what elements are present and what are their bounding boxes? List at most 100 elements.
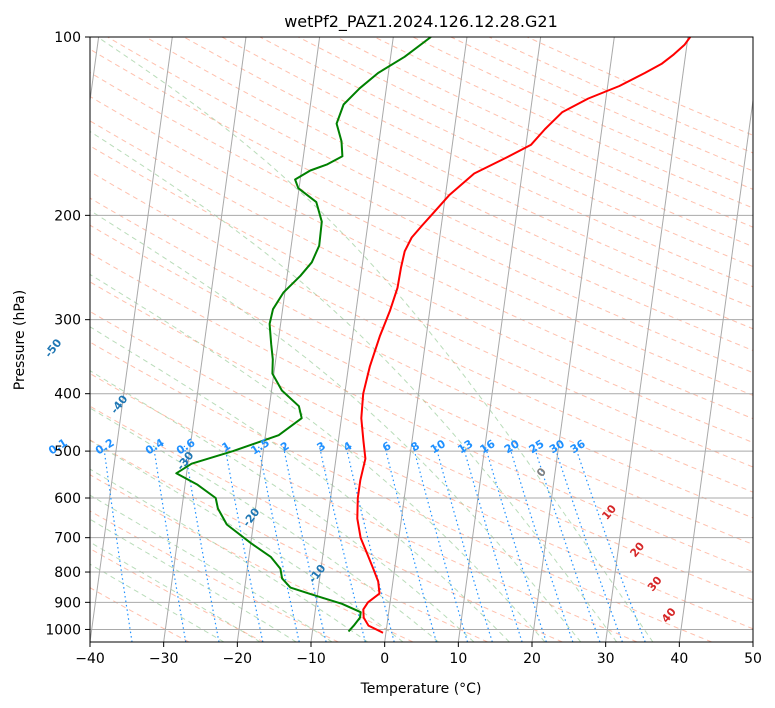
dry-adiabat-label: -10 (306, 562, 329, 586)
mixing-ratio-line (103, 445, 133, 642)
mixing-ratio-line (484, 445, 547, 642)
y-tick-label: 500 (54, 444, 81, 460)
y-tick-label: 400 (54, 387, 81, 403)
moist-adiabat-label: 30 (645, 574, 665, 594)
x-tick-label: 20 (523, 651, 541, 667)
moist-adiabat (90, 439, 404, 642)
dry-adiabat-label: -40 (108, 392, 131, 416)
mixing-ratio-label: 25 (527, 437, 547, 456)
isotherm (752, 638, 753, 642)
isotherm (605, 37, 689, 642)
x-tick-label: 0 (380, 651, 389, 667)
dry-adiabat (90, 120, 753, 444)
y-tick-label: 800 (54, 565, 81, 581)
mixing-ratio-line (412, 445, 469, 642)
dry-adiabat (145, 37, 753, 330)
y-tick-label: 700 (54, 531, 81, 547)
dry-adiabat (90, 405, 563, 642)
y-axis: 100 200 300 400 500 600 700 800 900 1000 (45, 30, 90, 638)
x-axis: −40 −30 −20 −10 0 10 20 30 40 50 (75, 642, 762, 667)
mixing-ratio-line (257, 445, 300, 642)
mixing-ratio-label: 10 (428, 437, 448, 456)
mixing-ratio-line (318, 445, 366, 642)
dry-adiabat (90, 373, 638, 642)
isotherm (236, 37, 321, 642)
data-series (175, 37, 692, 634)
dry-adiabat-label: -20 (240, 505, 263, 529)
x-axis-label: Temperature (°C) (360, 681, 482, 697)
dry-adiabat (90, 252, 753, 573)
y-tick-label: 1000 (45, 622, 81, 638)
dry-adiabat (90, 48, 753, 374)
moist-adiabat (97, 37, 654, 642)
dry-adiabat (90, 510, 339, 642)
y-tick-label: 200 (54, 208, 81, 224)
moist-adiabat (90, 130, 618, 642)
chart-title: wetPf2_PAZ1.2024.126.12.28.G21 (284, 12, 558, 32)
moist-adiabat (90, 541, 261, 642)
mixing-ratio-line (435, 445, 493, 642)
mixing-ratio-line (345, 445, 395, 642)
y-tick-label: 600 (54, 491, 81, 507)
dry-adiabat (90, 341, 712, 642)
mixing-ratio-label: 30 (547, 437, 567, 456)
mixing-ratio-line (462, 445, 523, 642)
mixing-ratio-label: 0.4 (143, 436, 167, 458)
dry-adiabat (183, 37, 753, 309)
x-tick-label: 50 (744, 651, 762, 667)
isotherm (90, 37, 173, 642)
mixing-ratio-label: 3 (315, 439, 328, 454)
dry-adiabat (90, 439, 488, 642)
dry-adiabat (336, 37, 753, 228)
dry-adiabat (90, 71, 753, 396)
mixing-ratio-line (384, 445, 437, 642)
x-tick-label: 30 (597, 651, 615, 667)
moist-adiabat-label: 0 (534, 465, 549, 479)
mixing-ratio-label: 16 (478, 437, 498, 456)
mixing-ratio-label: 2 (278, 439, 291, 454)
moist-adiabat-label: 20 (627, 539, 647, 559)
moist-adiabat-label: 40 (659, 605, 679, 625)
y-tick-label: 900 (54, 595, 81, 611)
moist-adiabat (90, 518, 297, 642)
series-line-1 (356, 37, 692, 634)
mixing-ratio-line (282, 445, 327, 642)
mixing-ratio-label: 6 (380, 439, 394, 454)
dry-adiabat (298, 37, 753, 248)
dry-adiabat (90, 171, 753, 493)
isotherm (310, 37, 394, 642)
moist-adiabat (90, 209, 582, 642)
x-tick-label: −10 (296, 651, 326, 667)
x-tick-label: −40 (75, 651, 105, 667)
dry-adiabat (90, 474, 414, 642)
mixing-ratio-line (224, 445, 264, 642)
plot-frame (89, 36, 754, 643)
x-tick-label: −20 (223, 651, 253, 667)
dry-adiabat (107, 37, 753, 352)
dry-adiabat (374, 37, 753, 209)
dry-adiabat (90, 197, 753, 519)
mixing-ratio-label: 4 (341, 439, 355, 454)
isotherm (531, 37, 615, 642)
series-line-2 (175, 37, 432, 633)
dry-adiabat (90, 95, 753, 420)
mixing-ratio-label: 36 (568, 437, 588, 456)
moist-adiabat (90, 273, 546, 642)
mixing-ratio-line (183, 445, 220, 642)
x-tick-label: 10 (449, 651, 467, 667)
moist-adiabat (90, 563, 225, 642)
dry-adiabat (90, 548, 264, 642)
x-tick-label: 40 (670, 651, 688, 667)
isotherm (384, 37, 468, 642)
dry-adiabat (90, 310, 753, 630)
moist-adiabat-label: 10 (599, 502, 619, 522)
moist-adiabat (90, 468, 368, 642)
x-tick-label: −30 (149, 651, 179, 667)
dry-adiabat (90, 145, 753, 468)
y-tick-label: 300 (54, 313, 81, 329)
dry-adiabat (90, 281, 753, 601)
y-axis-label: Pressure (hPa) (12, 290, 28, 390)
moist-adiabat (90, 370, 475, 642)
y-tick-label: 100 (54, 30, 81, 46)
